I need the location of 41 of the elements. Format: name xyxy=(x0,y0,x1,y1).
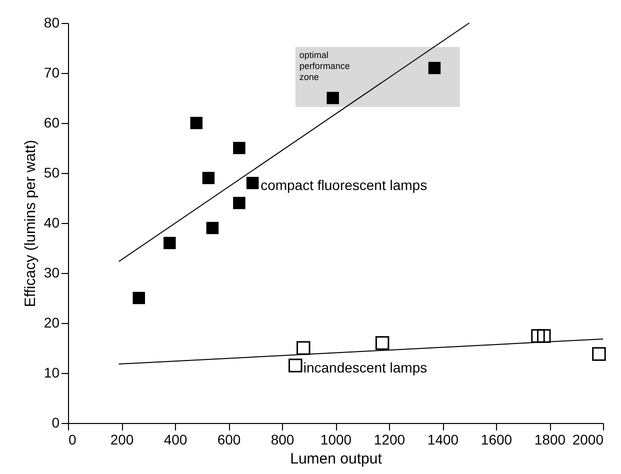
x-tick-label: 600 xyxy=(217,432,241,448)
x-tick-label: 1000 xyxy=(320,432,352,448)
y-tick-label: 0 xyxy=(52,414,60,430)
point xyxy=(288,358,302,372)
x-tick-label: 0 xyxy=(68,432,76,448)
x-tick-label: 1400 xyxy=(427,432,459,448)
x-tick-label: 1800 xyxy=(534,432,566,448)
x-tick-label: 800 xyxy=(270,432,294,448)
x-tick-label: 1200 xyxy=(374,432,406,448)
point xyxy=(246,176,259,190)
series-label: compact fluorescent lamps xyxy=(260,177,428,193)
point xyxy=(531,329,545,343)
point xyxy=(428,62,441,74)
x-tick-label: 1600 xyxy=(480,432,512,448)
x-tick-label: 400 xyxy=(164,432,188,448)
point xyxy=(233,196,246,210)
series-label: incandescent lamps xyxy=(303,360,428,376)
band-label: optimal performance zone xyxy=(299,50,350,82)
point xyxy=(164,236,176,250)
y-tick-label: 20 xyxy=(44,314,60,330)
point xyxy=(206,222,219,234)
y-tick-label: 40 xyxy=(44,214,60,230)
y-axis-title: Efficacy (lumins per watt) xyxy=(22,140,39,308)
x-tick-label: 200 xyxy=(110,432,134,448)
x-tick-label: 2000 xyxy=(572,432,604,448)
y-tick-label: 80 xyxy=(44,14,60,30)
y-tick-label: 70 xyxy=(44,64,60,80)
point xyxy=(375,336,390,350)
y-tick-label: 30 xyxy=(44,264,60,280)
point xyxy=(202,172,215,184)
point xyxy=(296,341,310,355)
point xyxy=(326,92,339,104)
y-tick-label: 50 xyxy=(44,164,60,180)
point xyxy=(537,329,551,343)
point xyxy=(190,116,203,130)
x-axis-title: Lumen output xyxy=(290,450,383,468)
point xyxy=(132,292,146,304)
point xyxy=(233,142,246,154)
y-tick-label: 10 xyxy=(44,364,60,380)
y-tick-label: 60 xyxy=(44,114,60,130)
point xyxy=(592,347,606,361)
